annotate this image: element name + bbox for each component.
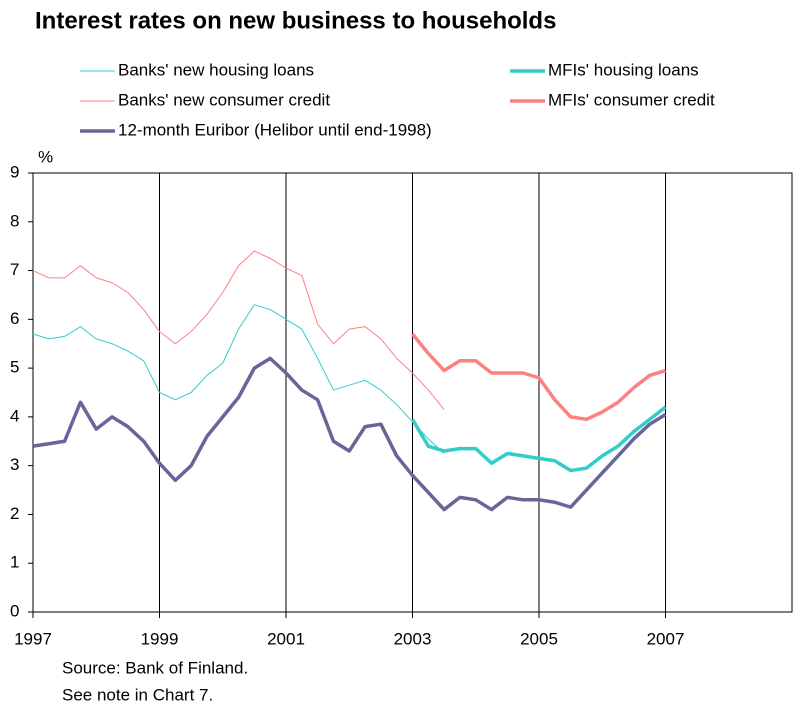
y-tick-label: 1 xyxy=(10,553,19,572)
line xyxy=(32,356,667,512)
legend-label: 12-month Euribor (Helibor until end-1998… xyxy=(118,120,432,139)
legend-label: Banks' new housing loans xyxy=(118,60,314,79)
legend-label: MFIs' consumer credit xyxy=(548,90,715,109)
line xyxy=(32,304,445,454)
line xyxy=(411,332,667,422)
line xyxy=(32,250,445,410)
y-tick-label: 0 xyxy=(10,601,19,620)
x-tick-label: 2001 xyxy=(267,629,305,648)
chart-title: Interest rates on new business to househ… xyxy=(35,7,556,34)
line xyxy=(410,405,667,473)
x-tick-label: 1997 xyxy=(14,629,52,648)
note: Source: Bank of Finland. xyxy=(62,658,248,677)
note: See note in Chart 7. xyxy=(62,685,213,704)
x-tick-label: 2005 xyxy=(520,629,558,648)
legend-label: MFIs' housing loans xyxy=(548,60,699,79)
y-tick-label: 4 xyxy=(10,406,19,425)
y-tick-label: 5 xyxy=(10,358,19,377)
y-tick-label: 2 xyxy=(10,504,19,523)
x-tick-label: 1999 xyxy=(141,629,179,648)
x-tick-label: 2003 xyxy=(394,629,432,648)
y-tick-label: 8 xyxy=(10,211,19,230)
y-tick-label: 7 xyxy=(10,260,19,279)
y-tick-label: 9 xyxy=(10,162,19,181)
legend-label: Banks' new consumer credit xyxy=(118,90,330,109)
y-tick-label: 6 xyxy=(10,309,19,328)
x-tick-label: 2007 xyxy=(647,629,685,648)
y-tick-label: 3 xyxy=(10,455,19,474)
y-axis-label: % xyxy=(38,147,53,166)
